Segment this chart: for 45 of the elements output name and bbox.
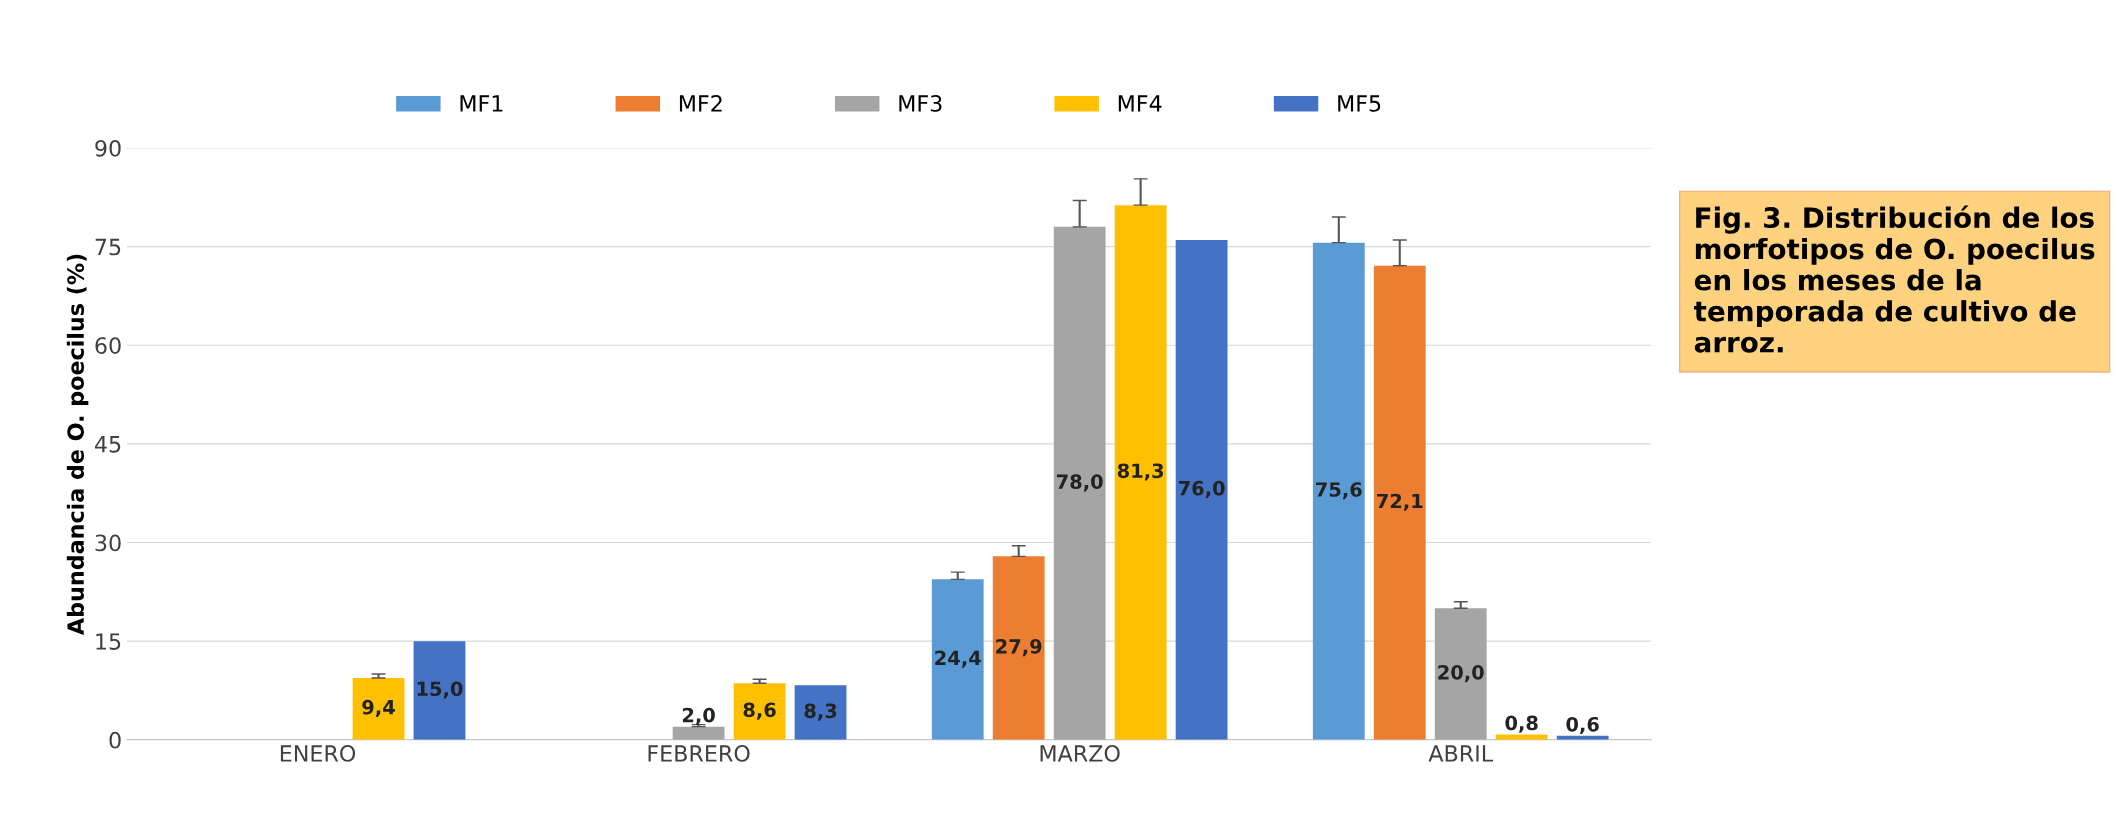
- legend-label: MF5: [1338, 95, 1381, 112]
- x-tick-label: ENERO: [280, 745, 356, 762]
- legend-label: MF3: [899, 95, 942, 112]
- data-label: 8,6: [743, 702, 776, 720]
- y-axis-title: Abundancia de O. poecilus (%): [66, 254, 89, 635]
- bar: [672, 726, 725, 740]
- data-label: 0,6: [1566, 716, 1599, 735]
- legend-label: MF4: [1118, 95, 1162, 112]
- bar: [1434, 608, 1487, 740]
- data-label: 76,0: [1178, 480, 1225, 499]
- bar: [413, 641, 466, 740]
- data-label: 9,4: [362, 699, 395, 718]
- data-label: 24,4: [935, 650, 981, 668]
- bar: [794, 685, 847, 740]
- y-tick-label: 45: [94, 436, 121, 453]
- data-label: 2,0: [682, 707, 715, 725]
- y-tick-label: 60: [95, 337, 121, 354]
- x-tick-label: FEBRERO: [648, 745, 750, 762]
- bar: [1312, 242, 1365, 740]
- data-label: 72,1: [1377, 493, 1423, 511]
- bar: [992, 556, 1045, 740]
- data-label: 81,3: [1117, 463, 1164, 481]
- data-label: 8,3: [804, 703, 837, 721]
- y-tick-label: 15: [96, 633, 121, 650]
- y-tick-label: 90: [95, 139, 121, 157]
- data-label: 0,8: [1505, 715, 1538, 733]
- y-tick-label: 75: [95, 238, 121, 256]
- y-tick-label: 30: [95, 534, 121, 552]
- bar: [1053, 226, 1106, 740]
- data-label: 15,0: [417, 681, 463, 699]
- x-tick-label: ABRIL: [1428, 745, 1494, 762]
- bar: [1175, 240, 1228, 740]
- bar: [1114, 205, 1167, 740]
- caption: Fig. 3. Distribución de los morfotipos de O. poecilus en los meses de la temporada de cultivo de arroz.: [1693, 205, 2095, 353]
- data-label: 75,6: [1316, 482, 1362, 500]
- data-label: 20,0: [1438, 664, 1484, 683]
- bar: [352, 677, 405, 740]
- bar: [931, 579, 984, 740]
- x-tick-label: MARZO: [1040, 745, 1120, 762]
- legend-label: MF1: [460, 95, 503, 112]
- legend-label: MF2: [679, 95, 722, 112]
- data-label: 27,9: [996, 639, 1042, 657]
- y-tick-label: 0: [109, 731, 121, 749]
- data-label: 78,0: [1056, 474, 1103, 492]
- bar: [1373, 265, 1426, 740]
